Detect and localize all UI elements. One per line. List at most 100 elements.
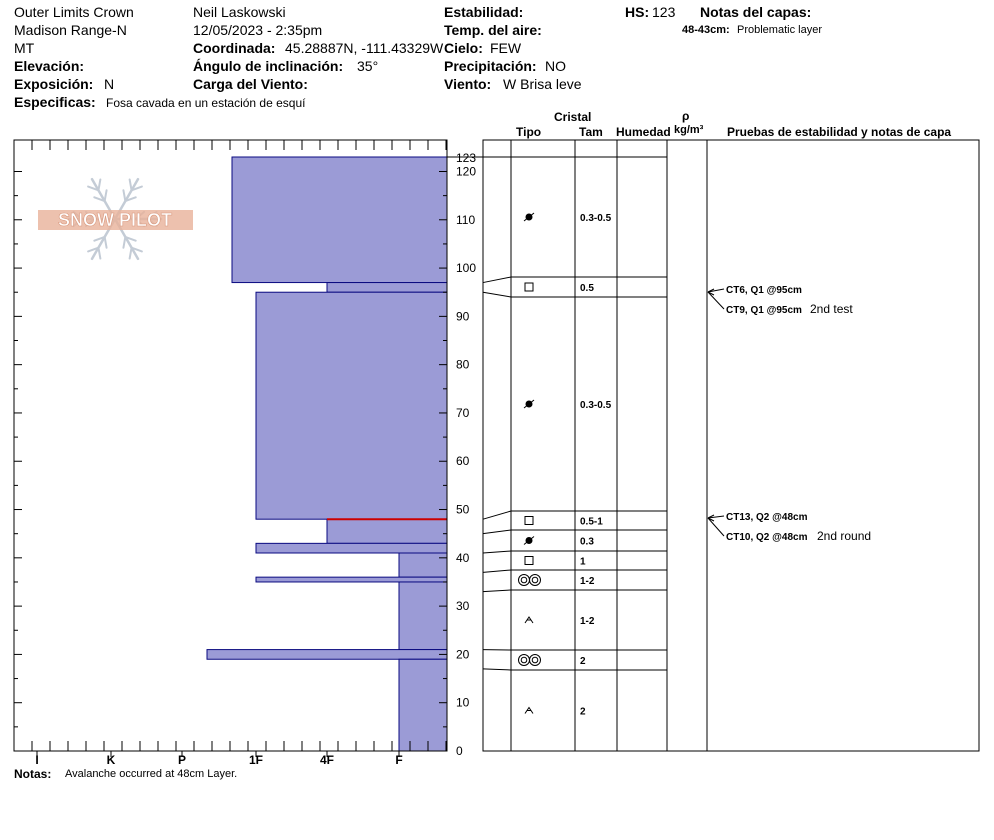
logo-band xyxy=(38,210,193,230)
depth-connector xyxy=(482,569,512,573)
col-tests: Pruebas de estabilidad y notas de capa xyxy=(727,125,952,139)
col-size: Tam xyxy=(579,125,603,139)
hardness-bar xyxy=(231,156,448,284)
slope-label: Ángulo de inclinación: xyxy=(193,58,344,74)
melt-outer xyxy=(529,654,541,666)
precip-label: Precipitación: xyxy=(444,58,537,74)
faceted-crystal-icon xyxy=(524,516,534,525)
grain-size-label: 1 xyxy=(580,557,586,568)
precip-value: NO xyxy=(545,58,566,74)
snowflake-branch xyxy=(93,196,106,203)
y-top-label: 123 xyxy=(456,151,476,165)
wind-load-label: Carga del Viento: xyxy=(193,76,308,92)
location: Outer Limits Crown xyxy=(14,4,134,20)
layer-table-frame xyxy=(482,139,980,752)
stability-test-label: CT6, Q1 @95cm xyxy=(726,285,802,296)
depth-connector xyxy=(482,276,512,284)
test-leader xyxy=(707,515,725,519)
notes-text: Avalanche occurred at 48cm Layer. xyxy=(65,768,238,780)
melt-inner xyxy=(531,656,539,664)
faceted-crystal-icon xyxy=(524,556,534,565)
y-tick-label: 60 xyxy=(456,454,470,468)
depth-connector xyxy=(482,529,512,535)
col-type: Tipo xyxy=(516,125,542,139)
rounding-facet-slash xyxy=(523,212,535,222)
hardness-bar xyxy=(255,291,448,520)
test-leader xyxy=(707,291,725,310)
y-tick-label: 0 xyxy=(456,744,463,758)
test-arrow xyxy=(707,288,715,296)
depth-hoar-icon xyxy=(524,616,534,624)
hardness-label-4f: 4F xyxy=(320,753,334,767)
snowflake-branch xyxy=(128,178,133,192)
hs-value: 123 xyxy=(652,4,676,20)
hardness-bar xyxy=(206,649,448,660)
hardness-label-1f: 1F xyxy=(249,753,263,767)
snowflake-branch xyxy=(130,185,143,192)
stability-test-note: 2nd test xyxy=(810,302,853,316)
hardness-label-p: P xyxy=(178,753,186,767)
y-tick-label: 40 xyxy=(456,551,470,565)
melt-outer xyxy=(518,574,530,586)
depth-connector xyxy=(482,510,512,520)
y-tick-label: 30 xyxy=(456,599,470,613)
coord-value: 45.28887N, -111.43329W xyxy=(285,40,444,56)
col-crystal: Cristal xyxy=(554,110,592,124)
col-density-unit: kg/m³ xyxy=(674,124,704,136)
datetime: 12/05/2023 - 2:35pm xyxy=(193,22,323,38)
melt-inner xyxy=(531,576,539,584)
snowflake-branch xyxy=(87,246,100,253)
notes-label: Notas: xyxy=(14,767,52,781)
hardness-bar xyxy=(398,581,448,651)
depth-connector xyxy=(482,589,512,593)
stability-label: Estabilidad: xyxy=(444,4,524,20)
hardness-bar xyxy=(326,518,448,544)
wind-value: W Brisa leve xyxy=(503,76,582,92)
snowflake-branch xyxy=(93,235,106,242)
layer-note-range: 48-43cm: xyxy=(682,24,730,36)
grain-size-label: 1-2 xyxy=(580,576,595,587)
rounding-facet-icon xyxy=(523,212,535,222)
y-tick-label: 70 xyxy=(456,406,470,420)
grain-size-label: 0.5 xyxy=(580,283,594,294)
col-moisture: Humedad xyxy=(616,125,671,139)
range: Madison Range-N xyxy=(14,22,127,38)
snowflake-branch xyxy=(122,235,127,249)
melt-inner xyxy=(520,576,528,584)
grain-size-label: 0.3 xyxy=(580,537,594,548)
test-leader xyxy=(707,288,725,293)
grain-size-label: 0.3-0.5 xyxy=(580,400,612,411)
y-tick-label: 90 xyxy=(456,309,470,323)
snowflake-branch xyxy=(130,246,143,253)
hardness-label-i: I xyxy=(35,753,38,767)
slope-value: 35° xyxy=(357,58,379,74)
hardness-bar xyxy=(398,658,448,752)
y-tick-label: 10 xyxy=(456,696,470,710)
hardness-bar xyxy=(398,552,448,578)
y-tick-label: 20 xyxy=(456,647,470,661)
hardness-label-k: K xyxy=(107,753,116,767)
air-temp-label: Temp. del aire: xyxy=(444,22,542,38)
y-tick-label: 80 xyxy=(456,358,470,372)
layer-note-text: Problematic layer xyxy=(737,24,822,36)
col-rho: ρ xyxy=(682,109,690,123)
snowflake-branch xyxy=(87,185,100,192)
stability-test-label: CT10, Q2 @48cm xyxy=(726,532,808,543)
hs-label: HS: xyxy=(625,4,650,20)
aspect-value: N xyxy=(104,76,115,92)
snowflake-branch xyxy=(124,196,137,203)
grain-size-label: 1-2 xyxy=(580,616,595,627)
y-tick-label: 120 xyxy=(456,164,476,178)
melt-forms-icon xyxy=(518,654,541,666)
observer: Neil Laskowski xyxy=(193,4,286,20)
sky-value: FEW xyxy=(490,40,522,56)
y-tick-label: 110 xyxy=(456,213,475,227)
grain-size-label: 2 xyxy=(580,656,586,667)
depth-hoar-caret xyxy=(524,706,534,714)
snowflake-branch xyxy=(97,178,102,192)
coord-label: Coordinada: xyxy=(193,40,276,56)
wind-label: Viento: xyxy=(444,76,492,92)
rounding-facet-slash xyxy=(523,536,535,545)
specifics-label: Especificas: xyxy=(14,94,96,110)
snowpilot-logo: SNOW PILOT xyxy=(38,177,193,261)
